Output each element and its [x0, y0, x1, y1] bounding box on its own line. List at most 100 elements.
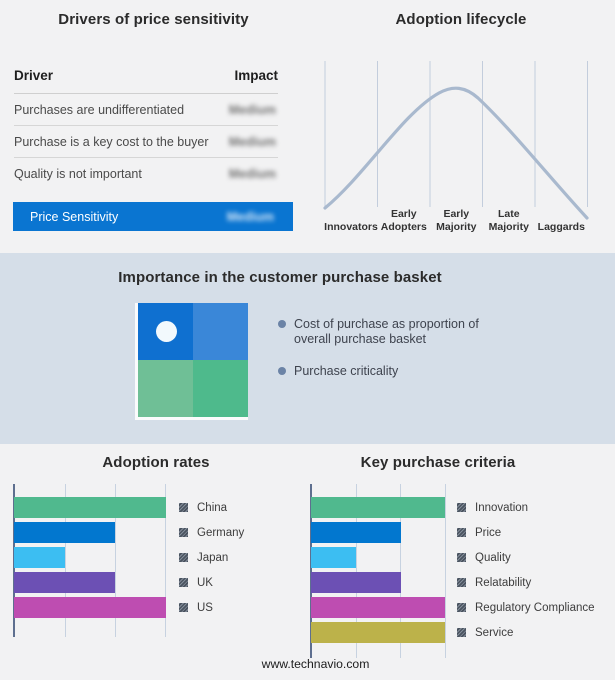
driver-column-header: Driver — [14, 68, 54, 83]
legend-label: Regulatory Compliance — [475, 601, 595, 614]
gridline — [114, 484, 116, 637]
bullet-text: Purchase criticality — [294, 364, 399, 378]
gridline — [64, 484, 66, 637]
key-purchase-criteria-title: Key purchase criteria — [360, 454, 516, 471]
bar-us — [14, 597, 167, 618]
bar-innovation — [311, 497, 446, 518]
legend-swatch-icon — [179, 578, 188, 587]
gridline — [400, 484, 401, 658]
legend-item: Service — [457, 622, 595, 643]
legend-swatch-icon — [457, 578, 466, 587]
bar-uk — [14, 572, 116, 593]
legend-swatch-icon — [179, 503, 188, 512]
bar-regulatory-compliance — [311, 597, 446, 618]
legend-item: Japan — [179, 547, 244, 568]
technavio-url: www.technavio.com — [261, 657, 370, 671]
bar-group — [311, 497, 446, 647]
legend-label: Japan — [197, 551, 229, 564]
legend-label: China — [197, 501, 228, 514]
bullet-icon — [278, 320, 286, 328]
driver-cell: Price Sensitivity — [30, 209, 119, 224]
legend-item: Quality — [457, 547, 595, 568]
bar-group — [14, 497, 167, 622]
bar-china — [14, 497, 167, 518]
bar-germany — [14, 522, 116, 543]
bell-curve — [323, 86, 589, 220]
basket-band — [0, 253, 615, 444]
stage-label: Laggards — [537, 220, 585, 233]
legend-swatch-icon — [179, 603, 188, 612]
legend-label: Service — [475, 626, 514, 639]
legend-item: Regulatory Compliance — [457, 597, 595, 618]
legend-swatch-icon — [457, 603, 466, 612]
impact-cell-blurred: Medium — [228, 134, 276, 149]
list-item: Cost of purchase as proportion of overal… — [278, 317, 493, 346]
bar-service — [311, 622, 446, 643]
impact-cell-blurred: Medium — [228, 102, 276, 117]
stage-label: Early Majority — [436, 208, 477, 233]
lifecycle-panel-title: Adoption lifecycle — [395, 11, 527, 28]
gridline — [445, 484, 446, 658]
legend-label: UK — [197, 576, 213, 589]
bar-relatability — [311, 572, 401, 593]
legend-swatch-icon — [179, 528, 188, 537]
list-item: Purchase criticality — [278, 364, 493, 379]
drivers-table-header: Driver Impact — [14, 68, 278, 94]
driver-cell: Purchase is a key cost to the buyer — [14, 134, 209, 149]
y-axis-line — [12, 484, 15, 637]
purchase-basket-quadrant — [135, 303, 248, 420]
bar-price — [311, 522, 401, 543]
legend-swatch-icon — [457, 553, 466, 562]
impact-column-header: Impact — [234, 68, 278, 83]
legend-item: Relatability — [457, 572, 595, 593]
driver-cell: Quality is not important — [14, 167, 142, 181]
quadrant-bottom-right — [193, 360, 248, 417]
bullet-icon — [278, 367, 286, 375]
legend-swatch-icon — [457, 628, 466, 637]
key-purchase-criteria-legend: Innovation Price Quality Relatability Re… — [457, 497, 595, 647]
bullet-text: Cost of purchase as proportion of overal… — [294, 317, 479, 346]
legend-label: Relatability — [475, 576, 532, 589]
gridline — [165, 484, 166, 637]
drivers-table: Driver Impact Purchases are undifferenti… — [14, 68, 278, 190]
adoption-lifecycle-chart — [323, 61, 589, 220]
drivers-panel-title: Drivers of price sensitivity — [58, 11, 249, 28]
basket-panel-title: Importance in the customer purchase bask… — [118, 269, 442, 286]
basket-bullet-list: Cost of purchase as proportion of overal… — [278, 317, 493, 379]
bar-japan — [14, 547, 65, 568]
legend-item: Price — [457, 522, 595, 543]
legend-label: US — [197, 601, 213, 614]
lifecycle-stage-labels: Innovators Early Adopters Early Majority… — [307, 203, 615, 233]
price-sensitivity-highlight-row: Price Sensitivity Medium — [13, 202, 293, 231]
adoption-rates-legend: China Germany Japan UK US — [179, 497, 244, 622]
stage-label: Late Majority — [488, 208, 529, 233]
legend-item: US — [179, 597, 244, 618]
table-row: Quality is not important Medium — [14, 158, 278, 190]
impact-cell-blurred: Medium — [226, 209, 274, 224]
legend-item: Germany — [179, 522, 244, 543]
y-axis-line — [309, 484, 312, 658]
legend-swatch-icon — [457, 528, 466, 537]
table-row: Purchases are undifferentiated Medium — [14, 94, 278, 126]
legend-label: Germany — [197, 526, 245, 539]
gridline — [355, 484, 357, 658]
legend-swatch-icon — [179, 553, 188, 562]
driver-cell: Purchases are undifferentiated — [14, 102, 185, 117]
quadrant-bottom-left — [138, 360, 193, 417]
quadrant-top-right — [193, 303, 248, 360]
quadrant-marker-dot — [156, 321, 177, 342]
legend-item: UK — [179, 572, 244, 593]
legend-label: Innovation — [475, 501, 529, 514]
quadrant-top-left — [138, 303, 193, 360]
table-row: Purchase is a key cost to the buyer Medi… — [14, 126, 278, 158]
stage-label: Innovators — [324, 220, 378, 233]
impact-cell-blurred: Medium — [228, 167, 276, 181]
legend-label: Quality — [475, 551, 511, 564]
legend-swatch-icon — [457, 503, 466, 512]
legend-label: Price — [475, 526, 502, 539]
legend-item: China — [179, 497, 244, 518]
adoption-rates-title: Adoption rates — [102, 454, 210, 471]
legend-item: Innovation — [457, 497, 595, 518]
stage-label: Early Adopters — [380, 208, 427, 233]
bar-quality — [311, 547, 356, 568]
